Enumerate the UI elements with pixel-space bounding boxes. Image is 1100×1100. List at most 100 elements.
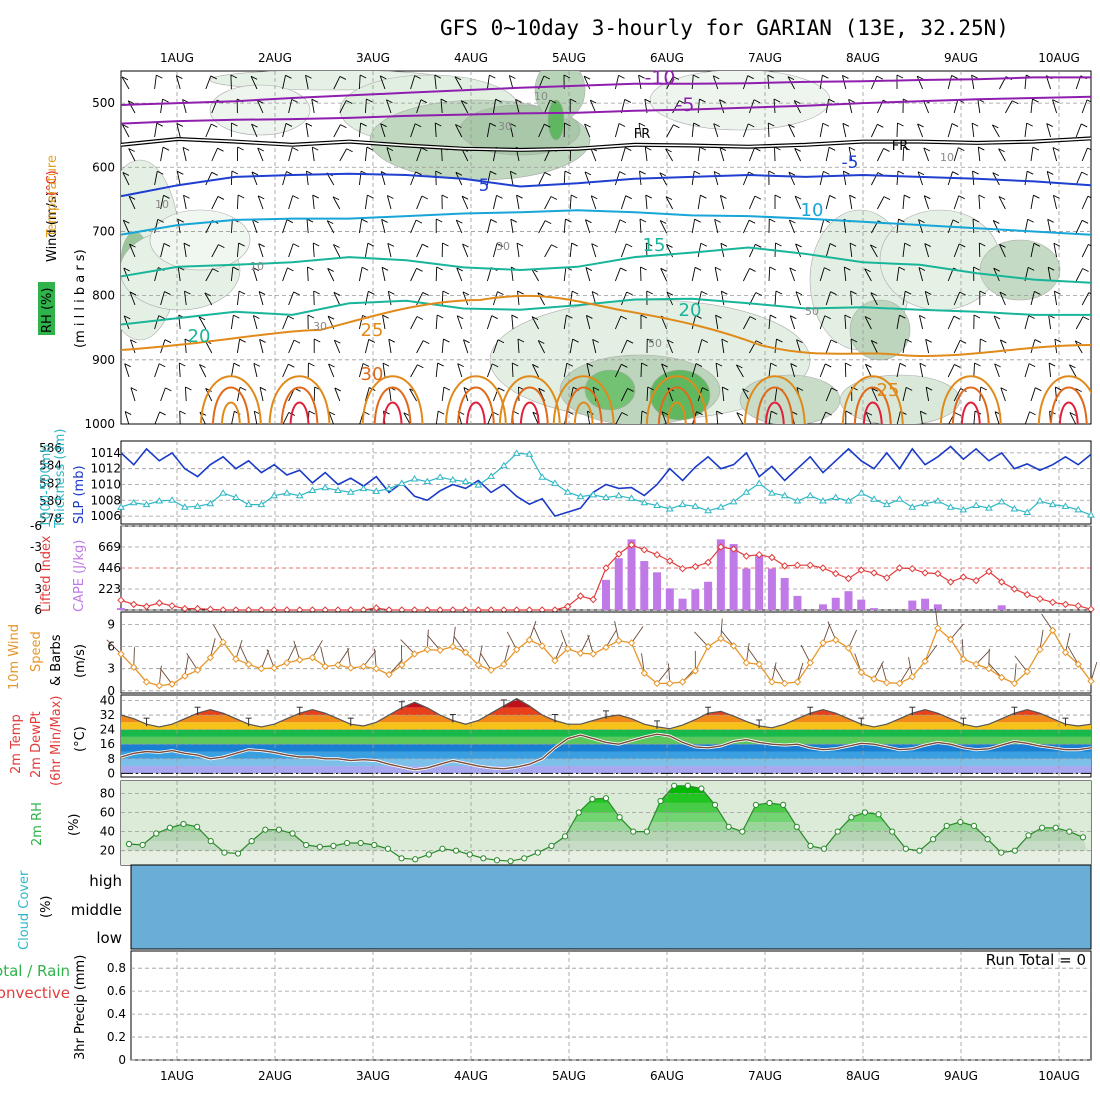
surface-wind-barb bbox=[747, 647, 760, 665]
wind-barb-flag bbox=[904, 242, 911, 247]
thickness-point bbox=[193, 502, 202, 509]
wind-barb-flag bbox=[789, 219, 796, 224]
lifted-index-point bbox=[908, 564, 917, 573]
lifted-index-point bbox=[1023, 590, 1031, 599]
wind-barb bbox=[790, 363, 796, 378]
wind-barb-flag bbox=[455, 171, 463, 176]
wind-barb bbox=[305, 75, 309, 90]
wind-barb-flag bbox=[864, 316, 872, 320]
wind-barb-flag bbox=[672, 76, 680, 80]
slp-thickness-lines bbox=[117, 445, 1095, 518]
temp-band bbox=[121, 744, 1091, 752]
slp-tick-label: 1006 bbox=[90, 509, 121, 523]
wind-barb-flag bbox=[693, 170, 701, 175]
wind-label-4: (m/s) bbox=[73, 644, 88, 678]
isotherm-30 bbox=[211, 386, 250, 424]
wind-barb bbox=[440, 99, 443, 114]
wind-barb bbox=[665, 196, 673, 210]
precip-tick-label: 0.4 bbox=[107, 1007, 126, 1021]
wind-barb-flag bbox=[673, 124, 680, 129]
wind-barb bbox=[358, 363, 364, 378]
wind-speed-point bbox=[615, 637, 623, 645]
wind-barb bbox=[697, 195, 701, 210]
rh-point bbox=[1066, 828, 1073, 835]
wind-barb-flag bbox=[442, 290, 450, 295]
wind-barb-flag bbox=[549, 99, 557, 104]
wind-barb-flag bbox=[749, 268, 756, 272]
wind-barb-flag bbox=[585, 267, 593, 271]
surface-wind-barb bbox=[773, 666, 786, 684]
rh-point bbox=[875, 811, 882, 818]
wind-barb bbox=[511, 315, 514, 330]
wind-barb-flag bbox=[586, 315, 593, 319]
wind-barb-flag bbox=[624, 99, 631, 103]
surface-wind-barb bbox=[347, 648, 352, 669]
wind-barb bbox=[902, 146, 905, 162]
wind-barb-flag bbox=[333, 244, 340, 248]
isotherm bbox=[121, 297, 1091, 326]
wind-barb-flag bbox=[570, 194, 578, 199]
wind-barb-flag bbox=[694, 218, 701, 223]
thickness-point bbox=[806, 491, 815, 499]
cape-bar bbox=[117, 608, 125, 610]
wind-barb bbox=[416, 244, 423, 258]
wind-barb-flag bbox=[919, 314, 926, 319]
rh-area bbox=[209, 84, 311, 136]
rh-contour-label: 30 bbox=[498, 120, 512, 133]
isotherm-25-upper bbox=[121, 294, 1091, 358]
surface-wind-barb bbox=[1065, 632, 1071, 653]
rh-point bbox=[725, 823, 732, 830]
wind-barb bbox=[666, 124, 674, 138]
wind-barb-flag bbox=[768, 122, 775, 127]
wind-barb bbox=[160, 387, 166, 402]
wind-barb bbox=[358, 123, 362, 138]
wind-barb bbox=[178, 363, 181, 378]
thickness-point bbox=[244, 500, 253, 508]
wind-barb-flag bbox=[1069, 412, 1077, 416]
wind-speed-point bbox=[551, 656, 559, 665]
isotherm-25 bbox=[743, 375, 806, 424]
wind-barb-flag bbox=[380, 75, 387, 80]
wind-barb-flag bbox=[865, 411, 873, 416]
wind-barb-flag bbox=[184, 290, 191, 295]
lifted-index-point bbox=[755, 550, 763, 559]
wind-barb-flag bbox=[660, 220, 667, 224]
lifted-index-point bbox=[972, 576, 980, 585]
wind-barb bbox=[1074, 340, 1083, 354]
lifted-index-point bbox=[742, 552, 751, 560]
contour-labels: -10-5FRFR5-51015202025302510301010301030… bbox=[155, 67, 954, 401]
lifted-index-point bbox=[372, 604, 380, 612]
wind-barb-flag bbox=[769, 266, 776, 271]
wind-speed-point bbox=[538, 642, 546, 650]
cape-bar bbox=[780, 577, 789, 610]
isotherm-25 bbox=[552, 375, 615, 424]
cloud-label: Cloud Cover bbox=[17, 870, 32, 950]
thickness-point bbox=[321, 483, 330, 491]
wind-barb bbox=[282, 123, 287, 138]
rh-point bbox=[780, 801, 787, 808]
wind-barb-flag bbox=[183, 242, 191, 247]
thickness-point bbox=[448, 475, 457, 483]
surface-wind-barb bbox=[337, 648, 350, 666]
celsius-label: (°C) bbox=[45, 170, 60, 196]
rh-point bbox=[371, 841, 378, 849]
surface-wind-barb bbox=[528, 620, 537, 641]
top-day-label: 9AUG bbox=[944, 51, 978, 65]
thickness-point bbox=[410, 474, 419, 482]
surface-wind-barb bbox=[934, 608, 939, 629]
surface-wind-barb bbox=[533, 627, 543, 647]
wind-barb bbox=[774, 291, 777, 306]
wind-barb-flag bbox=[238, 290, 246, 295]
wind-barb-flag bbox=[903, 146, 910, 151]
rh-point bbox=[1039, 824, 1046, 831]
wind-barb bbox=[204, 340, 213, 354]
wind-barb-flag bbox=[334, 339, 341, 344]
rh-point bbox=[657, 797, 664, 805]
wind-barb-flag bbox=[831, 387, 838, 392]
isotherm bbox=[121, 246, 1091, 284]
wind-barb bbox=[183, 243, 187, 258]
wind-barb-flag bbox=[177, 218, 184, 223]
surface-wind-barb bbox=[506, 631, 518, 650]
wind-barb-flag bbox=[770, 362, 777, 367]
wind-barb bbox=[896, 219, 899, 234]
